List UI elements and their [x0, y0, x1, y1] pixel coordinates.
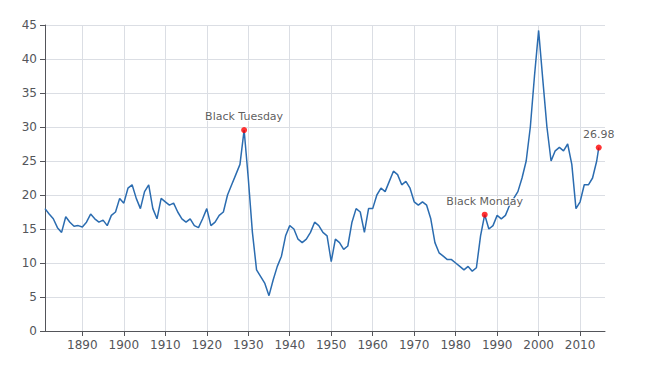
svg-text:1960: 1960: [357, 338, 388, 352]
svg-text:20: 20: [22, 188, 37, 202]
svg-text:45: 45: [22, 18, 37, 32]
svg-text:Black Monday: Black Monday: [446, 195, 523, 208]
svg-text:1990: 1990: [482, 338, 513, 352]
svg-text:30: 30: [22, 120, 37, 134]
svg-text:10: 10: [22, 256, 37, 270]
svg-text:2000: 2000: [523, 338, 554, 352]
svg-text:1930: 1930: [233, 338, 264, 352]
svg-text:15: 15: [22, 222, 37, 236]
svg-text:5: 5: [29, 290, 37, 304]
svg-text:1910: 1910: [150, 338, 181, 352]
svg-text:1900: 1900: [109, 338, 140, 352]
svg-text:1980: 1980: [440, 338, 471, 352]
svg-text:40: 40: [22, 52, 37, 66]
svg-text:1920: 1920: [192, 338, 223, 352]
svg-text:35: 35: [22, 86, 37, 100]
svg-text:0: 0: [29, 324, 37, 338]
svg-text:Black Tuesday: Black Tuesday: [205, 110, 283, 123]
svg-text:1970: 1970: [399, 338, 430, 352]
svg-text:26.98: 26.98: [583, 128, 615, 141]
svg-text:1950: 1950: [316, 338, 347, 352]
svg-text:1940: 1940: [274, 338, 305, 352]
svg-text:25: 25: [22, 154, 37, 168]
svg-text:2010: 2010: [565, 338, 596, 352]
svg-text:1890: 1890: [67, 338, 98, 352]
